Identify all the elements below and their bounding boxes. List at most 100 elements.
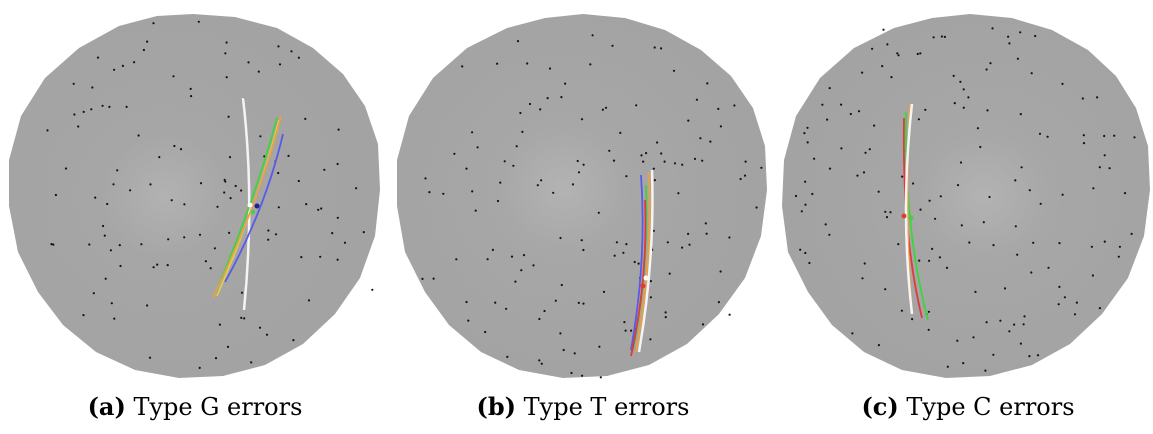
data-point: [1103, 154, 1106, 157]
data-point: [666, 241, 669, 244]
data-point: [1096, 96, 1099, 99]
data-point: [92, 292, 95, 295]
data-point: [453, 152, 456, 155]
data-point: [890, 76, 893, 79]
sphere: [397, 14, 767, 378]
data-point: [828, 167, 832, 170]
data-point: [681, 246, 684, 249]
data-point: [1103, 134, 1106, 138]
curve-white: [241, 97, 251, 311]
data-point: [526, 62, 529, 65]
data-point: [630, 329, 633, 332]
data-point: [705, 232, 708, 235]
caption-c: (c) Type C errors: [861, 392, 1075, 421]
data-point: [1082, 142, 1086, 145]
data-point: [496, 199, 500, 203]
data-point: [258, 326, 262, 329]
data-point: [571, 183, 575, 186]
data-point: [804, 251, 807, 255]
data-point: [717, 107, 720, 110]
data-point: [522, 254, 526, 257]
data-point: [668, 272, 671, 275]
panel-b: (b) Type T errors: [391, 0, 775, 434]
data-point: [540, 179, 543, 182]
data-point: [421, 277, 424, 280]
data-point: [1016, 253, 1019, 256]
data-point: [540, 362, 543, 365]
data-point: [142, 48, 145, 52]
data-point: [267, 238, 270, 241]
data-point: [1117, 255, 1120, 258]
data-point: [465, 167, 468, 170]
data-point: [1008, 330, 1011, 333]
data-point: [821, 103, 824, 106]
data-point: [250, 361, 253, 364]
data-point: [664, 311, 667, 314]
data-point: [1030, 72, 1033, 75]
data-point: [612, 159, 616, 162]
sphere-plot-b: [397, 14, 767, 379]
data-point: [653, 46, 656, 49]
data-point: [976, 127, 979, 130]
data-point: [1022, 323, 1025, 326]
data-point: [1019, 342, 1022, 345]
data-point: [967, 96, 970, 99]
data-point: [247, 61, 250, 64]
data-point: [934, 217, 937, 220]
data-point: [189, 87, 192, 90]
data-point: [129, 189, 132, 192]
data-point: [1007, 35, 1010, 38]
data-point: [743, 174, 747, 177]
data-point: [599, 376, 602, 379]
data-point: [918, 259, 921, 262]
data-point: [73, 113, 76, 116]
data-point: [225, 76, 228, 79]
curve-red: [630, 199, 647, 357]
data-point: [198, 366, 201, 369]
data-point: [886, 43, 889, 46]
data-point: [292, 339, 295, 342]
data-point: [919, 52, 922, 55]
data-point: [938, 256, 941, 259]
data-point: [77, 125, 80, 128]
data-point: [240, 316, 243, 319]
data-point: [733, 104, 736, 107]
data-point: [538, 359, 541, 362]
data-point: [88, 243, 91, 246]
data-point: [304, 117, 307, 120]
data-point: [804, 180, 807, 183]
data-point: [50, 243, 53, 246]
data-point: [952, 74, 955, 77]
data-point: [959, 161, 963, 164]
data-point: [985, 321, 988, 324]
data-point: [156, 263, 159, 266]
data-point: [277, 45, 280, 48]
data-point: [1019, 113, 1022, 116]
data-point: [474, 209, 477, 212]
data-point: [199, 182, 203, 185]
data-point: [108, 105, 111, 108]
data-point: [104, 277, 107, 280]
data-point: [506, 355, 509, 358]
data-point: [849, 112, 852, 116]
data-point: [228, 231, 231, 234]
data-point: [871, 47, 874, 50]
data-point: [539, 108, 542, 111]
data-point: [649, 296, 652, 299]
data-point: [496, 62, 499, 65]
data-point: [510, 255, 514, 258]
data-point: [813, 157, 816, 160]
data-point: [179, 148, 183, 151]
data-point: [570, 371, 573, 375]
data-point: [960, 224, 963, 227]
sphere: [782, 14, 1150, 378]
data-point: [619, 131, 622, 134]
data-point: [660, 47, 663, 50]
curves: [630, 169, 654, 357]
data-point: [946, 365, 949, 368]
data-point: [652, 167, 655, 170]
data-point: [538, 317, 541, 321]
data-point: [924, 108, 927, 111]
sphere: [9, 14, 380, 378]
data-point: [932, 36, 935, 39]
